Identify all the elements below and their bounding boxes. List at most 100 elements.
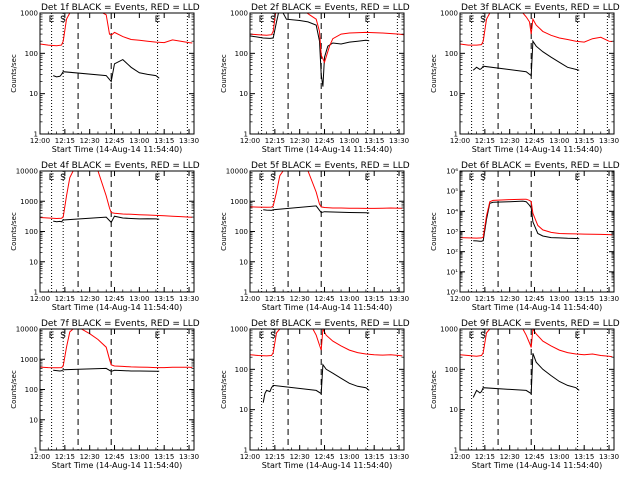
x-tick-label: 13:15 [154,295,174,303]
x-tick-label: 12:45 [524,137,544,145]
x-tick-label: 13:15 [154,453,174,461]
x-tick-label: 13:15 [364,453,384,461]
y-axis-label: Counts/sec [430,54,438,93]
x-tick-label: 13:00 [549,137,569,145]
x-tick-label: 13:00 [549,295,569,303]
x-tick-label: 12:00 [240,453,260,461]
plot-frame [459,328,615,451]
x-tick-label: 12:15 [55,295,75,303]
marker-label: S [60,15,66,25]
x-tick-label: 12:30 [500,137,520,145]
x-tick-label: 12:00 [240,295,260,303]
panel-title: Det 9f BLACK = Events, RED = LLD [461,319,620,329]
y-tick-label: 1000 [230,326,248,334]
x-tick-label: 13:00 [339,295,359,303]
y-tick-label: 100 [235,50,248,58]
x-tick-label: 13:15 [574,295,594,303]
y-tick-label: 100 [445,50,458,58]
y-tick-label: 1 [34,289,38,297]
y-tick-label: 1 [244,289,248,297]
lld-series-line [250,13,404,64]
x-tick-label: 12:45 [314,453,334,461]
marker-label: E [469,15,475,25]
x-tick-label: 12:45 [314,137,334,145]
y-tick-label: 1000 [440,326,458,334]
lld-series-line [40,171,193,220]
panel-title: Det 8f BLACK = Events, RED = LLD [251,319,410,329]
lld-series-line [460,198,613,239]
panel-title: Det 4f BLACK = Events, RED = LLD [41,161,200,171]
y-tick-label: 100 [235,228,248,236]
events-series-line [472,353,580,398]
y-tick-label: 10⁰ [446,289,458,297]
x-tick-label: 13:30 [599,295,619,303]
y-axis-label: Counts/sec [10,54,18,93]
y-tick-label: 1 [244,131,248,139]
x-tick-label: 12:30 [80,137,100,145]
panel-title: Det 3f BLACK = Events, RED = LLD [461,3,620,13]
x-tick-label: 12:15 [265,295,285,303]
lld-series-line [460,329,613,358]
y-tick-label: 10000 [226,168,248,176]
events-series-line [262,363,370,403]
plot-frame [39,12,195,135]
y-axis-label: Counts/sec [220,370,228,409]
x-axis-label: Start Time (14-Aug-14 11:54:40) [472,303,603,312]
y-tick-label: 10⁴ [446,208,458,216]
x-tick-label: 13:30 [179,137,199,145]
x-tick-label: 12:00 [30,453,50,461]
lld-series-line [460,13,613,46]
x-tick-label: 12:30 [290,295,310,303]
y-tick-label: 10³ [446,228,458,236]
x-tick-label: 13:30 [599,453,619,461]
x-tick-label: 12:45 [104,453,124,461]
y-tick-label: 1 [454,131,458,139]
x-tick-label: 12:30 [80,295,100,303]
x-tick-label: 13:00 [339,453,359,461]
x-tick-label: 12:45 [524,453,544,461]
y-tick-label: 10 [239,258,248,266]
x-tick-label: 13:15 [574,137,594,145]
y-axis-label: Counts/sec [10,370,18,409]
y-tick-label: 10⁶ [446,168,458,176]
marker-label: S [60,331,66,341]
x-tick-label: 13:30 [389,137,409,145]
y-tick-label: 10 [239,406,248,414]
x-tick-label: 12:00 [240,137,260,145]
y-axis-label: Counts/sec [10,212,18,251]
x-tick-label: 13:30 [599,137,619,145]
y-tick-label: 1000 [230,198,248,206]
events-series-line [263,205,370,214]
marker-label: S [270,331,276,341]
x-tick-label: 12:00 [450,295,470,303]
y-tick-label: 1000 [20,10,38,18]
y-tick-label: 10 [29,416,38,424]
panel-title: Det 6f BLACK = Events, RED = LLD [461,161,620,171]
x-tick-label: 12:45 [314,295,334,303]
x-tick-label: 12:45 [524,295,544,303]
marker-label: S [480,331,486,341]
x-tick-label: 12:45 [104,295,124,303]
y-tick-label: 100 [235,366,248,374]
y-tick-label: 100 [25,228,38,236]
marker-label: S [270,173,276,183]
y-tick-label: 10⁵ [446,188,458,196]
x-axis-label: Start Time (14-Aug-14 11:54:40) [262,145,393,154]
x-tick-label: 12:15 [265,137,285,145]
y-tick-label: 10000 [16,168,38,176]
x-tick-label: 12:30 [290,453,310,461]
x-tick-label: 13:30 [389,295,409,303]
y-tick-label: 10 [29,258,38,266]
x-tick-label: 13:00 [549,453,569,461]
x-tick-label: 12:15 [475,137,495,145]
x-tick-label: 13:30 [179,453,199,461]
y-tick-label: 10 [449,90,458,98]
y-axis-label: Counts/sec [430,212,438,251]
y-tick-label: 10000 [16,326,38,334]
x-axis-label: Start Time (14-Aug-14 11:54:40) [52,461,183,470]
marker-label: E [259,15,265,25]
